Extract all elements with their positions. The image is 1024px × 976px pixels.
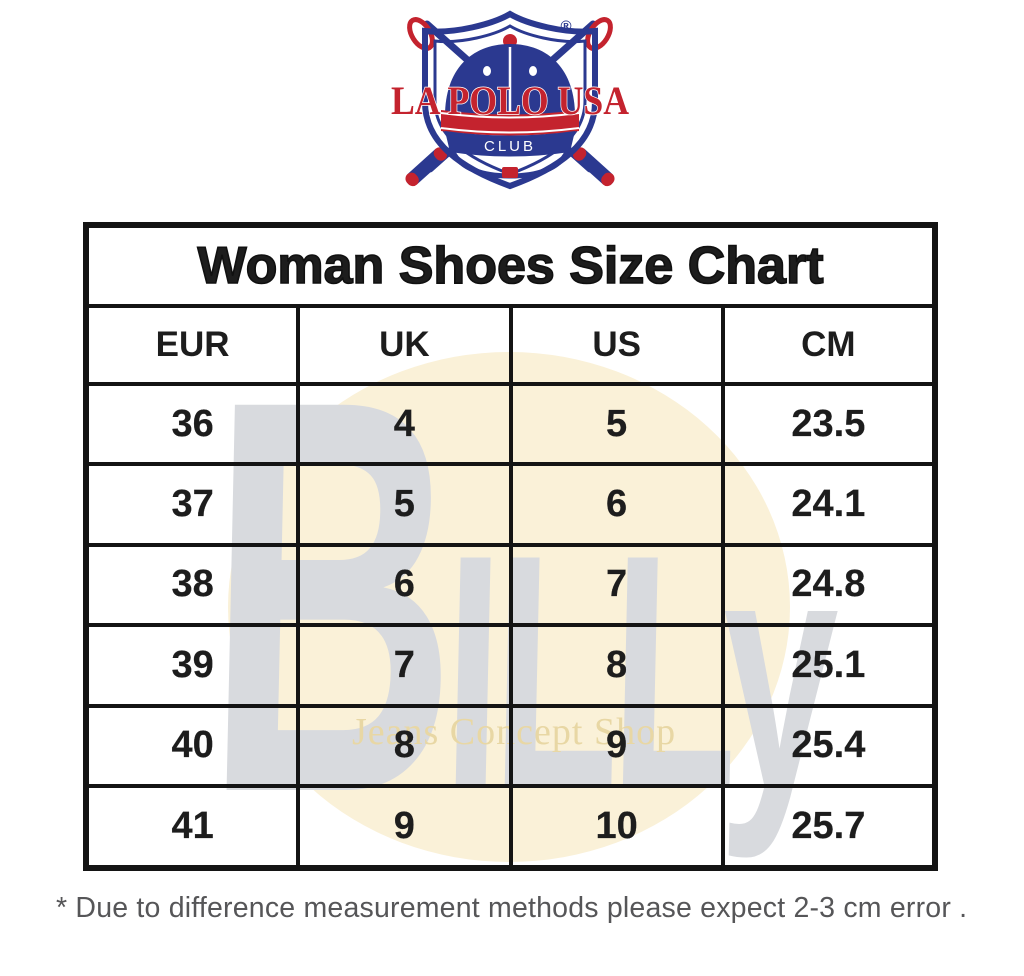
size-cell: 6 <box>296 542 513 628</box>
size-table-body: 36 4 5 23.5 37 5 6 24.1 38 6 7 24.8 39 7 8 25.1 40 8 9 25.4… <box>83 381 938 871</box>
size-cell: 24.1 <box>720 462 938 547</box>
header-cell-cm: CM <box>720 304 938 386</box>
polo-club-shield-icon: CLUB LA POLO USA ® <box>390 10 630 190</box>
size-cell: 41 <box>83 783 301 871</box>
size-cell: 4 <box>296 381 513 467</box>
polo-helmet-icon <box>440 34 580 179</box>
size-cell: 9 <box>296 783 513 871</box>
header-row: EUR UK US CM <box>83 304 938 386</box>
size-cell: 25.1 <box>720 623 938 708</box>
helmet-chin-pad <box>502 167 518 178</box>
header-cell-uk: UK <box>296 304 513 386</box>
table-row: 40 8 9 25.4 <box>83 703 938 788</box>
size-cell: 39 <box>83 623 301 708</box>
size-cell: 8 <box>508 623 725 708</box>
header-cell-eur: EUR <box>83 304 301 386</box>
size-cell: 23.5 <box>720 381 938 467</box>
size-cell: 40 <box>83 703 301 788</box>
logo-brand-text: LA POLO USA <box>391 78 629 123</box>
registered-trademark-icon: ® <box>560 18 571 35</box>
footnote: * Due to difference measurement methods … <box>56 892 968 924</box>
table-title: Woman Shoes Size Chart <box>84 223 937 308</box>
size-cell: 8 <box>296 703 513 788</box>
size-cell: 36 <box>83 381 301 467</box>
header-cell-us: US <box>508 304 725 386</box>
table-row: 39 7 8 25.1 <box>83 623 938 708</box>
size-cell: 5 <box>296 462 513 547</box>
mallet-head-left <box>405 147 448 187</box>
shield-outline-outer <box>422 10 598 190</box>
size-cell: 10 <box>508 783 725 871</box>
logo-club-text: CLUB <box>484 138 536 155</box>
title-row: Woman Shoes Size Chart <box>84 223 937 308</box>
size-cell: 6 <box>508 462 725 547</box>
table-row: 41 9 10 25.7 <box>83 783 938 871</box>
table-row: 38 6 7 24.8 <box>83 542 938 628</box>
size-cell: 25.4 <box>720 703 938 788</box>
mallet-head-right <box>572 147 615 187</box>
size-cell: 7 <box>296 623 513 708</box>
size-cell: 7 <box>508 542 725 628</box>
size-cell: 9 <box>508 703 725 788</box>
size-cell: 24.8 <box>720 542 938 628</box>
size-cell: 25.7 <box>720 783 938 871</box>
table-row: 36 4 5 23.5 <box>83 381 938 467</box>
table-row: 37 5 6 24.1 <box>83 462 938 547</box>
size-cell: 38 <box>83 542 301 628</box>
brand-logo: CLUB LA POLO USA ® <box>385 4 635 196</box>
size-chart-table: Woman Shoes Size Chart EUR UK US CM 36 4 5… <box>83 222 938 871</box>
size-cell: 5 <box>508 381 725 467</box>
size-cell: 37 <box>83 462 301 547</box>
